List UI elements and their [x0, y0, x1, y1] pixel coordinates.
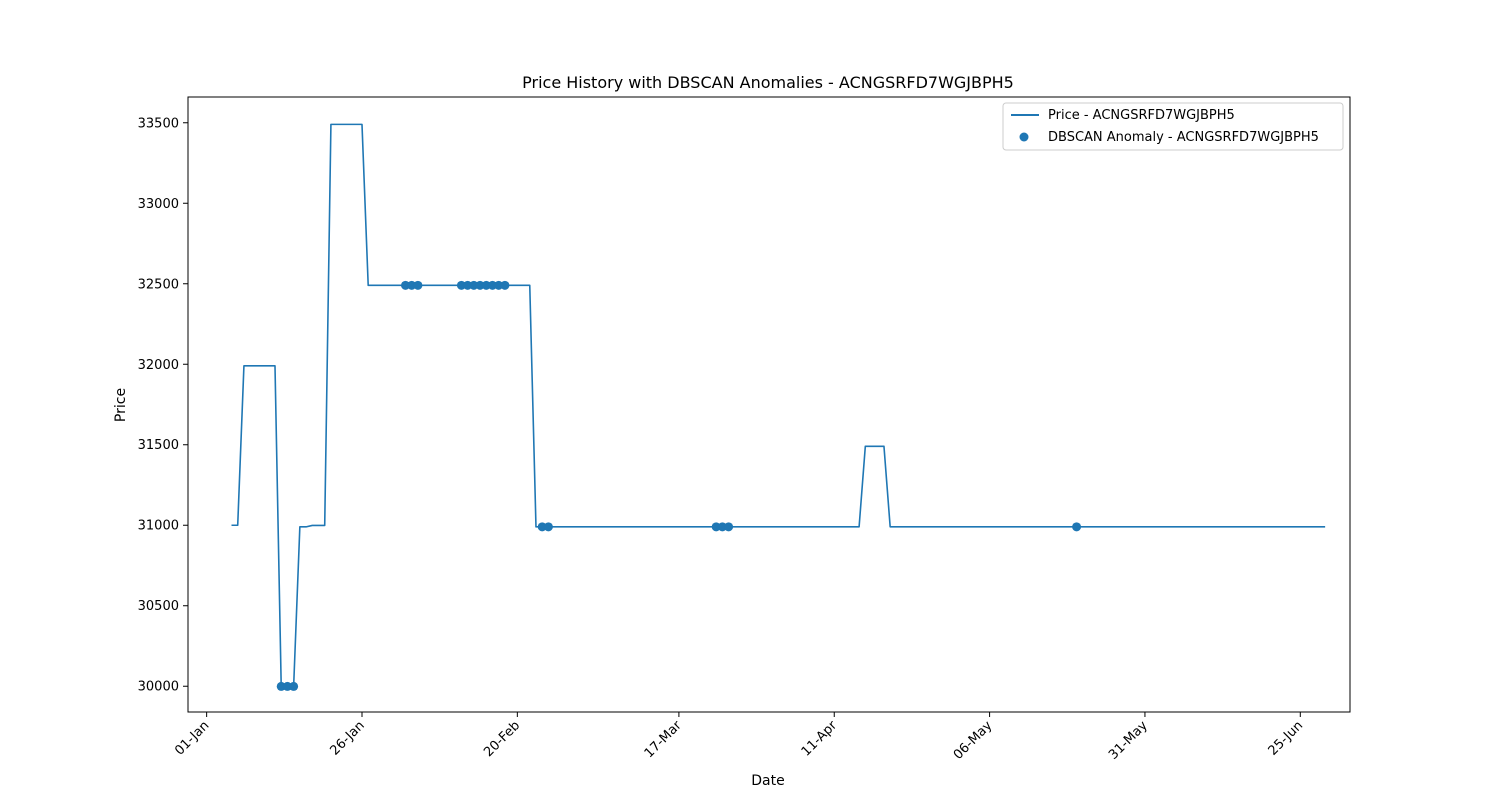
x-tick-label: 20-Feb: [481, 718, 523, 760]
anomaly-point: [487, 280, 497, 290]
x-tick-label: 11-Apr: [799, 718, 841, 760]
y-tick-label: 33500: [138, 116, 179, 131]
legend-entry-anomaly: DBSCAN Anomaly - ACNGSRFD7WGJBPH5: [1048, 130, 1319, 145]
x-tick-label: 01-Jan: [172, 718, 212, 758]
anomaly-point: [537, 522, 547, 532]
legend-entry-price: Price - ACNGSRFD7WGJBPH5: [1048, 108, 1235, 123]
y-tick-label: 30500: [138, 599, 179, 614]
anomaly-point: [456, 280, 466, 290]
x-tick-label: 31-May: [1106, 718, 1151, 763]
anomaly-point: [407, 280, 417, 290]
anomaly-point: [494, 280, 504, 290]
plot-frame: [187, 96, 1351, 713]
anomaly-point: [543, 522, 553, 532]
plot-area: [231, 123, 1326, 691]
y-tick-label: 32500: [138, 277, 179, 292]
anomaly-point: [481, 280, 491, 290]
anomaly-point: [282, 681, 292, 691]
anomaly-point: [463, 280, 473, 290]
legend-box: [1002, 102, 1344, 151]
y-axis: 30000 30500 31000 31500 32000 32500 33000 33500: [138, 116, 188, 695]
anomaly-point: [289, 681, 299, 691]
anomaly-point: [276, 681, 286, 691]
series-line-price: [231, 123, 1326, 688]
anomaly-point: [717, 522, 727, 532]
anomaly-point: [724, 522, 734, 532]
legend-marker-swatch: [1019, 132, 1029, 142]
x-axis-label: Date: [751, 773, 784, 789]
y-tick-label: 33000: [138, 197, 179, 212]
x-axis: 01-Jan 26-Jan 20-Feb 17-Mar 11-Apr 06-May 31-M…: [172, 712, 1306, 763]
chart-title: Price History with DBSCAN Anomalies - AC…: [522, 73, 1014, 92]
x-tick-label: 06-May: [951, 718, 996, 763]
legend: Price - ACNGSRFD7WGJBPH5 DBSCAN Anomaly …: [1002, 102, 1344, 151]
anomaly-point: [400, 280, 410, 290]
anomaly-point: [469, 280, 479, 290]
y-tick-label: 32000: [138, 358, 179, 373]
anomaly-point: [500, 280, 510, 290]
y-axis-label: Price: [113, 388, 129, 422]
y-tick-label: 31000: [138, 519, 179, 534]
y-tick-label: 31500: [138, 438, 179, 453]
x-tick-label: 17-Mar: [642, 718, 685, 761]
x-tick-label: 26-Jan: [328, 718, 368, 758]
anomaly-point: [475, 280, 485, 290]
y-tick-label: 30000: [138, 680, 179, 695]
anomaly-point: [711, 522, 721, 532]
anomaly-point: [413, 280, 423, 290]
anomaly-point: [1072, 522, 1082, 532]
x-tick-label: 25-Jun: [1266, 718, 1307, 759]
